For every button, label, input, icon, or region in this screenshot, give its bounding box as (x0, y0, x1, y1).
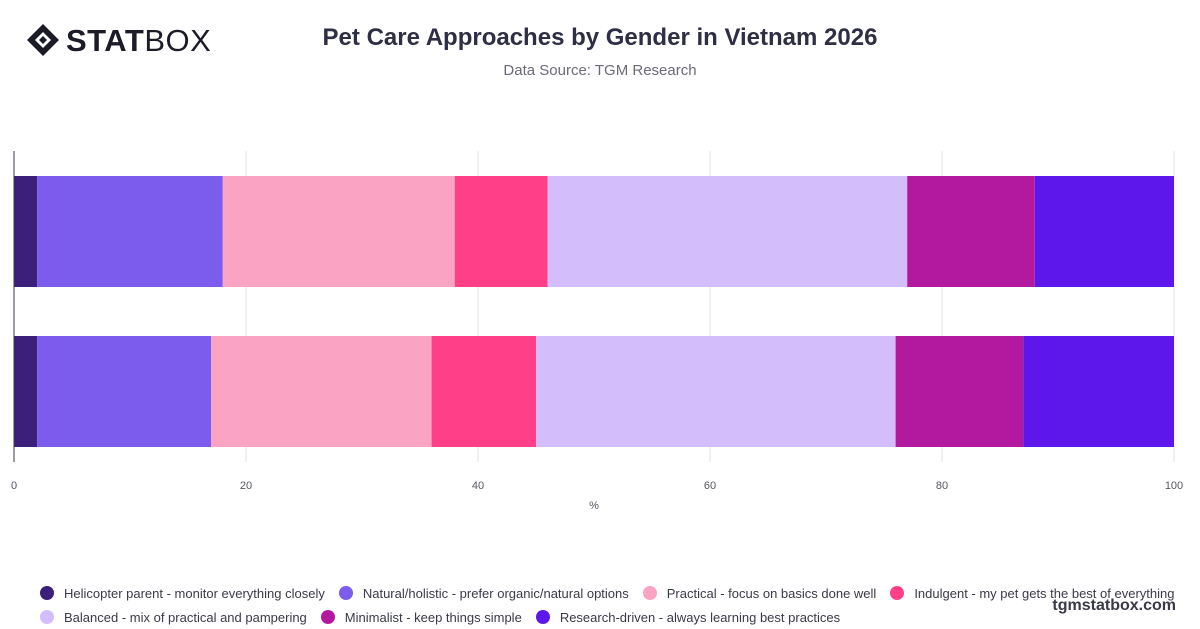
x-tick-label: 20 (240, 480, 252, 492)
statbox-logo: STATBOX (26, 22, 211, 58)
x-tick-label: 80 (936, 480, 948, 492)
legend-item: Natural/holistic - prefer organic/natura… (338, 585, 629, 601)
chart-subtitle: Data Source: TGM Research (503, 62, 697, 79)
legend-swatch (40, 586, 54, 600)
legend-label: Research-driven - always learning best p… (559, 609, 841, 625)
legend-swatch (320, 610, 335, 624)
bar-segment (547, 176, 908, 287)
x-axis-title: % (589, 500, 599, 512)
chart-title: Pet Care Approaches by Gender in Vietnam… (322, 24, 878, 51)
website-label: tgmstatbox.com (1052, 597, 1176, 614)
bar-segment (907, 176, 1035, 287)
legend-row: Balanced - mix of practical and pamperin… (40, 605, 1180, 629)
legend-swatch (535, 610, 550, 624)
bar-segment (536, 336, 896, 447)
bar-segment (1023, 336, 1174, 447)
legend-swatch (338, 586, 353, 600)
legend-label: Minimalist - keep things simple (344, 609, 522, 625)
legend-row: Helicopter parent - monitor everything c… (40, 581, 1180, 605)
x-tick-label: 100 (1165, 480, 1183, 492)
bar-segment (14, 176, 38, 287)
legend-label: Natural/holistic - prefer organic/natura… (362, 585, 629, 601)
legend-label: Indulgent - my pet gets the best of ever… (914, 585, 1175, 601)
bar-segment (454, 176, 548, 287)
logo-text: STATBOX (66, 25, 211, 56)
legend-item: Helicopter parent - monitor everything c… (40, 586, 325, 601)
legend-item: Minimalist - keep things simple (320, 609, 522, 625)
x-tick-label: 0 (11, 480, 17, 492)
bar-segment (14, 336, 38, 447)
diamond-logo-icon (27, 24, 59, 56)
logo-text-bold: STAT (66, 22, 145, 58)
bar-segment (37, 336, 212, 447)
legend-item: Practical - focus on basics done well (642, 585, 877, 601)
x-tick-label: 60 (704, 480, 716, 492)
bar-segment (431, 336, 536, 447)
legend-item: Research-driven - always learning best p… (535, 609, 841, 625)
logo-text-light: BOX (144, 22, 212, 58)
bar-segment (895, 336, 1024, 447)
legend-label: Practical - focus on basics done well (666, 585, 877, 601)
chart-legend: Helicopter parent - monitor everything c… (40, 581, 1180, 629)
legend-swatch (40, 610, 54, 624)
legend-label: Balanced - mix of practical and pamperin… (64, 609, 307, 625)
bar-segment (1034, 176, 1174, 287)
x-tick-label: 40 (472, 480, 484, 492)
bar-segment (211, 336, 432, 447)
legend-item: Balanced - mix of practical and pamperin… (40, 610, 307, 625)
legend-swatch (642, 586, 657, 600)
legend-label: Helicopter parent - monitor everything c… (64, 585, 325, 601)
bar-segment (222, 176, 455, 287)
bar-segment (37, 176, 223, 287)
legend-item: Indulgent - my pet gets the best of ever… (890, 586, 1174, 601)
legend-swatch (890, 586, 905, 600)
